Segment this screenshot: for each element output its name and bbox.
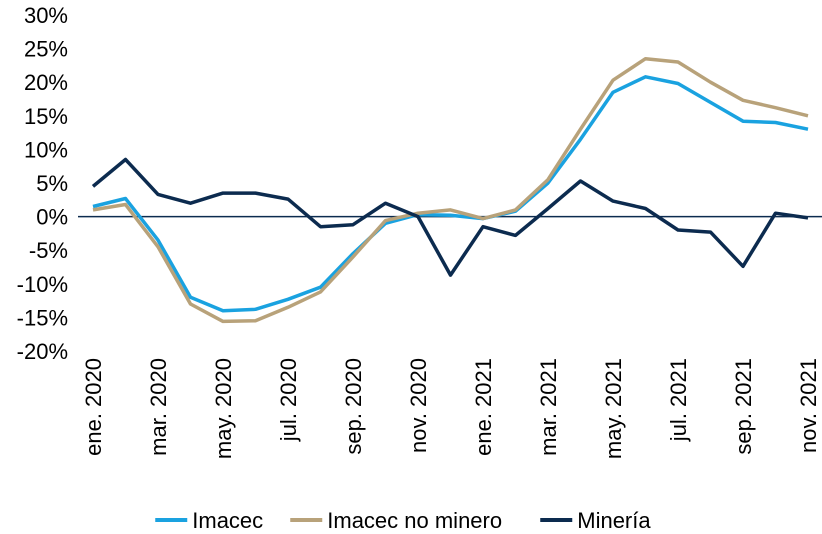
y-tick-label: 20% — [24, 70, 68, 95]
x-tick-label: jul. 2021 — [666, 358, 691, 442]
y-tick-label: 10% — [24, 137, 68, 162]
x-tick-label: mar. 2021 — [536, 358, 561, 456]
y-tick-label: -15% — [17, 305, 68, 330]
y-tick-label: -5% — [29, 238, 68, 263]
x-tick-label: sep. 2021 — [731, 358, 756, 455]
legend-label: Imacec — [192, 508, 263, 533]
series-line — [92, 75, 809, 313]
x-tick-label: nov. 2020 — [406, 358, 431, 453]
y-tick-label: 15% — [24, 104, 68, 129]
series-line — [91, 157, 809, 277]
x-tick-label: jul. 2020 — [276, 358, 301, 442]
x-tick-label: mar. 2020 — [146, 358, 171, 456]
x-tick-label: ene. 2021 — [471, 358, 496, 456]
x-tick-label: sep. 2020 — [341, 358, 366, 455]
x-tick-label: nov. 2021 — [796, 358, 821, 453]
y-tick-label: 30% — [24, 3, 68, 28]
y-tick-label: 5% — [36, 171, 68, 196]
series-line — [92, 56, 809, 324]
x-tick-label: may. 2020 — [211, 358, 236, 459]
y-tick-label: 25% — [24, 37, 68, 62]
y-tick-label: -10% — [17, 272, 68, 297]
legend-label: Minería — [577, 508, 651, 533]
y-tick-label: 0% — [36, 205, 68, 230]
x-tick-label: ene. 2020 — [81, 358, 106, 456]
y-tick-label: -20% — [17, 339, 68, 364]
x-tick-label: may. 2021 — [601, 358, 626, 459]
legend-label: Imacec no minero — [327, 508, 502, 533]
